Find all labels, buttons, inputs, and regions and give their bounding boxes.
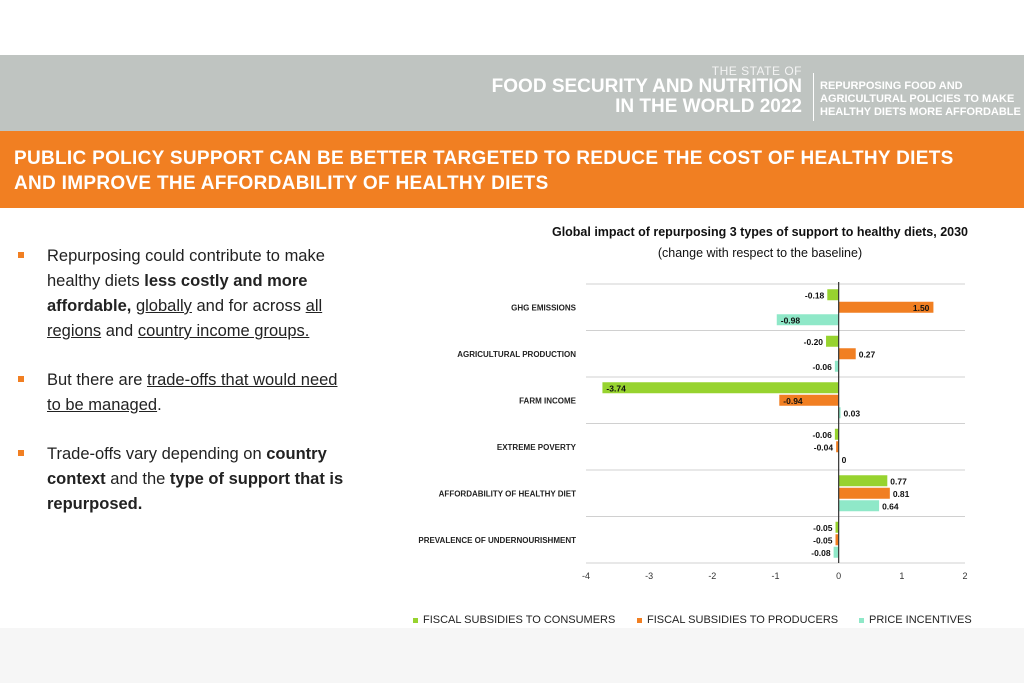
- legend-item-consumers: FISCAL SUBSIDIES TO CONSUMERS: [413, 614, 615, 626]
- report-subtitle: REPURPOSING FOOD AND AGRICULTURAL POLICI…: [820, 80, 1021, 119]
- legend-item-producers: FISCAL SUBSIDIES TO PRODUCERS: [637, 614, 838, 626]
- category-label: EXTREME POVERTY: [497, 443, 577, 452]
- x-tick-label: -2: [708, 571, 716, 581]
- chart-subtitle: (change with respect to the baseline): [657, 246, 863, 260]
- bullet-text: But there are: [47, 371, 147, 389]
- bar: [835, 534, 839, 546]
- data-label: -0.98: [781, 315, 801, 325]
- slide-banner: [0, 131, 1024, 208]
- bar: [833, 546, 839, 558]
- bullet-item: But there are trade-offs that would need…: [14, 368, 344, 418]
- data-label: -0.05: [813, 523, 833, 533]
- bar: [838, 407, 841, 419]
- category-label: FARM INCOME: [519, 396, 577, 405]
- legend-label: FISCAL SUBSIDIES TO CONSUMERS: [423, 614, 616, 626]
- category-label: AGRICULTURAL PRODUCTION: [457, 350, 576, 359]
- bullet-text: and the: [105, 470, 170, 488]
- bullet-text: Repurposing could contribute to make hea…: [47, 247, 325, 290]
- x-tick-label: 0: [836, 571, 841, 581]
- report-title-line2: IN THE WORLD 2022: [615, 96, 802, 117]
- data-label: -0.05: [813, 535, 833, 545]
- category-label: AFFORDABILITY OF HEALTHY DIET: [439, 489, 576, 498]
- bullet-list: Repurposing could contribute to make hea…: [14, 244, 344, 541]
- bar: [838, 475, 888, 487]
- bullet-underlined-text: country income groups.: [137, 322, 310, 340]
- bar: [826, 335, 839, 347]
- x-tick-label: 2: [962, 571, 967, 581]
- bullet-text: and for across: [191, 297, 306, 315]
- bar: [838, 487, 890, 499]
- category-label: PREVALENCE OF UNDERNOURISHMENT: [418, 536, 576, 545]
- header-divider: [813, 73, 814, 121]
- data-label: 0.03: [844, 408, 861, 418]
- bullet-bold-text: less costly and more affordable,: [47, 272, 308, 315]
- legend-swatch: [637, 617, 642, 623]
- x-tick-label: 1: [899, 571, 904, 581]
- bar: [838, 301, 934, 313]
- bar: [834, 428, 839, 440]
- bullet-underlined-text: globally: [135, 297, 192, 315]
- report-header-band: [0, 55, 1024, 131]
- bullet-square-icon: [18, 450, 24, 456]
- bullet-bold-text: type of support that is repurposed.: [47, 470, 344, 513]
- data-label: 0.77: [890, 476, 907, 486]
- data-label: 1.50: [913, 303, 930, 313]
- bullet-square-icon: [18, 376, 24, 382]
- bullet-underlined-text: all regions: [47, 297, 323, 340]
- bar: [838, 348, 856, 360]
- report-small-title: THE STATE OF: [711, 64, 802, 78]
- data-label: -0.94: [783, 396, 803, 406]
- x-tick-label: -1: [771, 571, 779, 581]
- report-subtitle-line3: HEALTHY DIETS MORE AFFORDABLE: [820, 106, 1021, 118]
- bottom-band: [0, 628, 1024, 683]
- bar: [834, 360, 839, 372]
- legend-label: FISCAL SUBSIDIES TO PRODUCERS: [647, 614, 839, 626]
- data-label: 0.64: [882, 501, 899, 511]
- data-label: 0.27: [859, 349, 876, 359]
- slide-heading-line2: AND IMPROVE THE AFFORDABILITY OF HEALTHY…: [14, 173, 549, 194]
- chart-title: Global impact of repurposing 3 types of …: [551, 225, 969, 239]
- legend-swatch: [859, 617, 864, 623]
- slide-heading-line1: PUBLIC POLICY SUPPORT CAN BE BETTER TARG…: [14, 148, 954, 169]
- data-label: -0.08: [811, 548, 831, 558]
- category-label: GHG EMISSIONS: [511, 303, 577, 312]
- bullet-text: Trade-offs vary depending on: [47, 445, 267, 463]
- report-subtitle-line2: AGRICULTURAL POLICIES TO MAKE: [820, 93, 1015, 105]
- data-label: -0.20: [804, 337, 824, 347]
- report-title: FOOD SECURITY AND NUTRITION IN THE WORLD…: [492, 77, 802, 117]
- bullet-square-icon: [18, 252, 24, 258]
- bar: [602, 382, 839, 394]
- data-label: -3.74: [606, 383, 626, 393]
- bullet-text: .: [157, 396, 162, 414]
- x-tick-label: -3: [645, 571, 653, 581]
- bullet-item: Trade-offs vary depending on country con…: [14, 442, 344, 517]
- bullet-underlined-text: trade-offs that would need to be managed: [47, 371, 338, 414]
- legend-item-price: PRICE INCENTIVES: [859, 614, 972, 626]
- bar: [838, 500, 880, 512]
- bar: [836, 441, 839, 453]
- x-tick-label: -4: [582, 571, 590, 581]
- report-title-line1: FOOD SECURITY AND NUTRITION: [491, 76, 802, 97]
- bullet-item: Repurposing could contribute to make hea…: [14, 244, 344, 344]
- slide-heading: PUBLIC POLICY SUPPORT CAN BE BETTER TARG…: [14, 146, 1014, 196]
- report-subtitle-line1: REPURPOSING FOOD AND: [820, 80, 963, 92]
- data-label: -0.04: [814, 442, 834, 452]
- bullet-bold-text: country context: [47, 445, 327, 488]
- data-label: 0: [842, 455, 847, 465]
- data-label: 0.81: [893, 489, 910, 499]
- legend-swatch: [413, 617, 418, 623]
- data-label: -0.06: [813, 362, 833, 372]
- legend-label: PRICE INCENTIVES: [869, 614, 972, 626]
- bar: [835, 521, 839, 533]
- data-label: -0.18: [805, 290, 825, 300]
- bar: [779, 394, 839, 406]
- bar: [827, 289, 839, 301]
- bar: [776, 314, 839, 326]
- data-label: -0.06: [813, 430, 833, 440]
- bullet-text: and: [101, 322, 138, 340]
